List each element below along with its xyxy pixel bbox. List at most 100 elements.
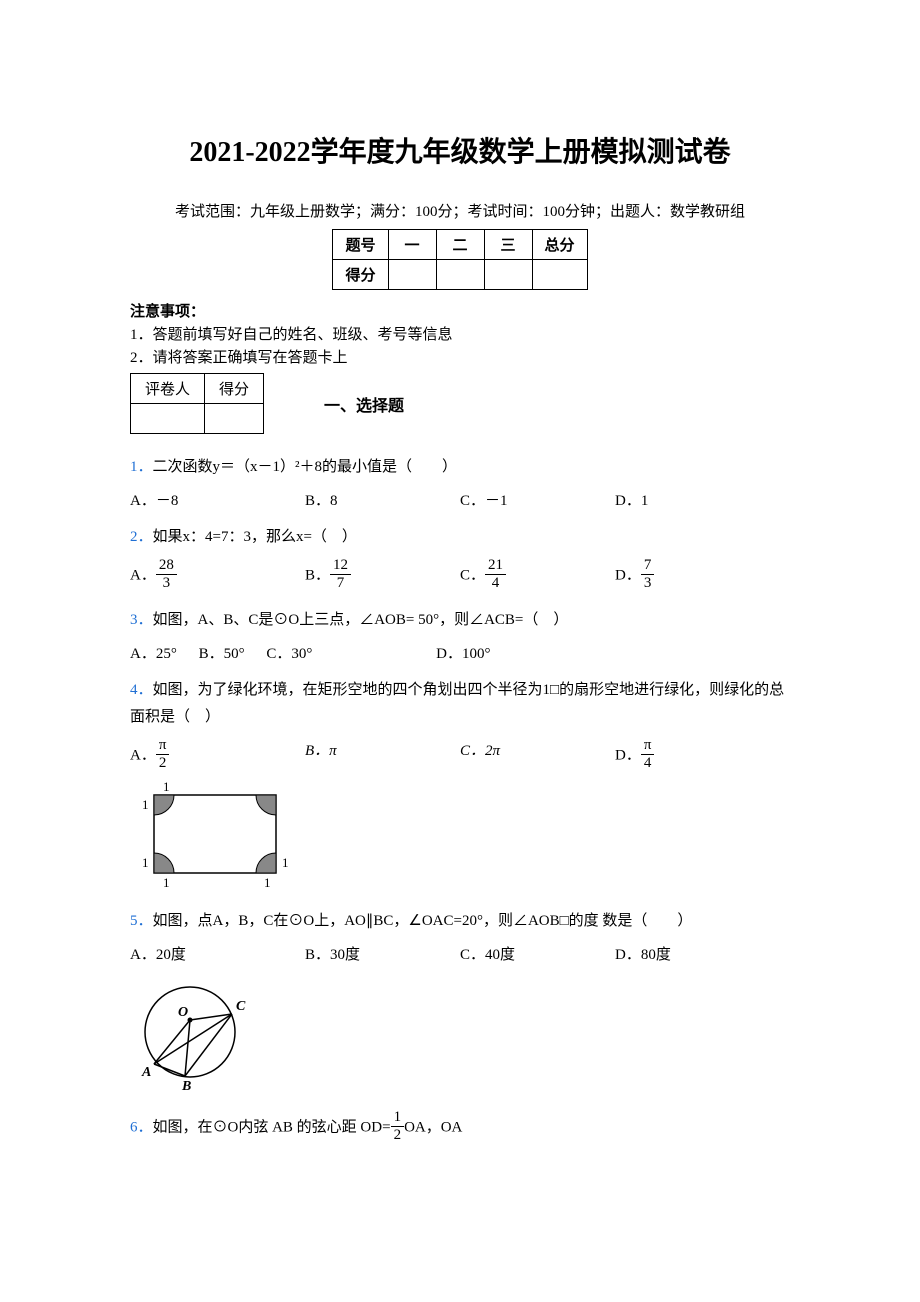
cell — [205, 404, 264, 434]
fraction: π4 — [641, 737, 655, 771]
question-text: 如图，点A，B，C在⊙O上，AO∥BC，∠OAC=20°，则∠AOB□的度 数是… — [153, 913, 693, 929]
option-b: B．50° — [199, 646, 245, 662]
denominator: 4 — [641, 755, 655, 772]
note-item: 1．答题前填写好自己的姓名、班级、考号等信息 — [130, 323, 790, 344]
numerator: 12 — [330, 557, 351, 575]
cell — [436, 260, 484, 290]
table-row: 得分 — [333, 260, 587, 290]
cell: 一 — [388, 230, 436, 260]
label-A: A — [141, 1065, 151, 1080]
cell — [131, 404, 205, 434]
cell — [484, 260, 532, 290]
option-label: B． — [305, 567, 330, 583]
cell: 三 — [484, 230, 532, 260]
label-1: 1 — [163, 779, 170, 794]
option-b: B．8 — [305, 489, 460, 510]
question-text: 二次函数y＝（x－1）²＋8的最小值是（ ） — [153, 459, 458, 475]
circle-diagram: O C A B — [130, 972, 790, 1097]
cell: 总分 — [532, 230, 587, 260]
question-text: 如果x：4=7：3，那么x=（ ） — [153, 529, 357, 545]
question-number: 3． — [130, 612, 153, 628]
table-row: 评卷人 得分 — [131, 374, 264, 404]
denominator: 4 — [485, 575, 506, 592]
numerator: 7 — [641, 557, 655, 575]
option-d: D．100° — [436, 646, 490, 662]
cell — [532, 260, 587, 290]
cell: 得分 — [205, 374, 264, 404]
question-6: 6．如图，在⊙O内弦 AB 的弦心距 OD=12OA，OA — [130, 1111, 790, 1145]
question-text-suffix: OA，OA — [404, 1119, 462, 1135]
fraction: 73 — [641, 557, 655, 591]
label-1: 1 — [282, 855, 289, 870]
question-1: 1．二次函数y＝（x－1）²＋8的最小值是（ ） — [130, 454, 790, 481]
option-label: A． — [130, 567, 156, 583]
question-3: 3．如图，A、B、C是⊙O上三点，∠AOB= 50°，则∠ACB=（ ） — [130, 607, 790, 634]
option-label: A． — [130, 747, 156, 763]
numerator: 1 — [391, 1109, 405, 1127]
option-label: C． — [460, 567, 485, 583]
cell-label: 得分 — [333, 260, 388, 290]
denominator: 3 — [156, 575, 177, 592]
option-c: C．2π — [460, 739, 615, 773]
option-d: D．80度 — [615, 943, 735, 964]
fraction: 127 — [330, 557, 351, 591]
option-c: C．30° — [266, 646, 312, 662]
option-a: A．25° — [130, 646, 177, 662]
score-summary-table: 题号 一 二 三 总分 得分 — [332, 229, 587, 290]
table-row — [131, 404, 264, 434]
denominator: 2 — [391, 1127, 405, 1144]
question-number: 2． — [130, 529, 153, 545]
options-row: A．283 B．127 C．214 D．73 — [130, 559, 790, 593]
label-1: 1 — [264, 875, 271, 889]
table-row: 题号 一 二 三 总分 — [333, 230, 587, 260]
label-O: O — [178, 1005, 188, 1020]
option-d: D．1 — [615, 489, 735, 510]
fraction: π2 — [156, 737, 170, 771]
option-a: A．π2 — [130, 739, 305, 773]
cell: 二 — [436, 230, 484, 260]
option-d: D．73 — [615, 559, 735, 593]
numerator: 28 — [156, 557, 177, 575]
option-label: D． — [615, 567, 641, 583]
option-c: C．40度 — [460, 943, 615, 964]
numerator: 21 — [485, 557, 506, 575]
label-B: B — [181, 1079, 191, 1092]
question-number: 6． — [130, 1119, 153, 1135]
question-text: 如图，为了绿化环境，在矩形空地的四个角划出四个半径为1□的扇形空地进行绿化，则绿… — [130, 682, 784, 725]
question-text: 如图，A、B、C是⊙O上三点，∠AOB= 50°，则∠ACB=（ ） — [153, 612, 569, 628]
options-row: A．－8 B．8 C．－1 D．1 — [130, 489, 790, 510]
numerator: π — [641, 737, 655, 755]
option-label: D． — [615, 747, 641, 763]
rectangle-svg-icon: 1 1 1 1 1 1 — [130, 779, 300, 889]
exam-subtitle: 考试范围：九年级上册数学；满分：100分；考试时间：100分钟；出题人：数学教研… — [130, 200, 790, 221]
option-c: C．214 — [460, 559, 615, 593]
option-a: A．283 — [130, 559, 305, 593]
label-1: 1 — [163, 875, 170, 889]
option-d: D．π4 — [615, 739, 735, 773]
options-row: A．25° B．50° C．30° D．100° — [130, 642, 790, 663]
cell — [388, 260, 436, 290]
denominator: 2 — [156, 755, 170, 772]
option-b: B．π — [305, 739, 460, 773]
denominator: 3 — [641, 575, 655, 592]
option-a: A．－8 — [130, 489, 305, 510]
cell: 评卷人 — [131, 374, 205, 404]
notes-heading: 注意事项： — [130, 300, 790, 321]
option-a: A．20度 — [130, 943, 305, 964]
label-C: C — [236, 999, 246, 1014]
circle-svg-icon: O C A B — [130, 972, 270, 1092]
section-heading: 一、选择题 — [324, 392, 404, 416]
question-number: 5． — [130, 913, 153, 929]
question-5: 5．如图，点A，B，C在⊙O上，AO∥BC，∠OAC=20°，则∠AOB□的度 … — [130, 908, 790, 935]
exam-title: 2021-2022学年度九年级数学上册模拟测试卷 — [130, 130, 790, 170]
grader-table: 评卷人 得分 — [130, 373, 264, 434]
note-item: 2．请将答案正确填写在答题卡上 — [130, 346, 790, 367]
question-4: 4．如图，为了绿化环境，在矩形空地的四个角划出四个半径为1□的扇形空地进行绿化，… — [130, 677, 790, 731]
rectangle-sector-diagram: 1 1 1 1 1 1 — [130, 779, 790, 894]
option-b: B．127 — [305, 559, 460, 593]
numerator: π — [156, 737, 170, 755]
question-text-prefix: 如图，在⊙O内弦 AB 的弦心距 OD= — [153, 1119, 391, 1135]
options-row: A．20度 B．30度 C．40度 D．80度 — [130, 943, 790, 964]
question-number: 4． — [130, 682, 153, 698]
options-row: A．π2 B．π C．2π D．π4 — [130, 739, 790, 773]
